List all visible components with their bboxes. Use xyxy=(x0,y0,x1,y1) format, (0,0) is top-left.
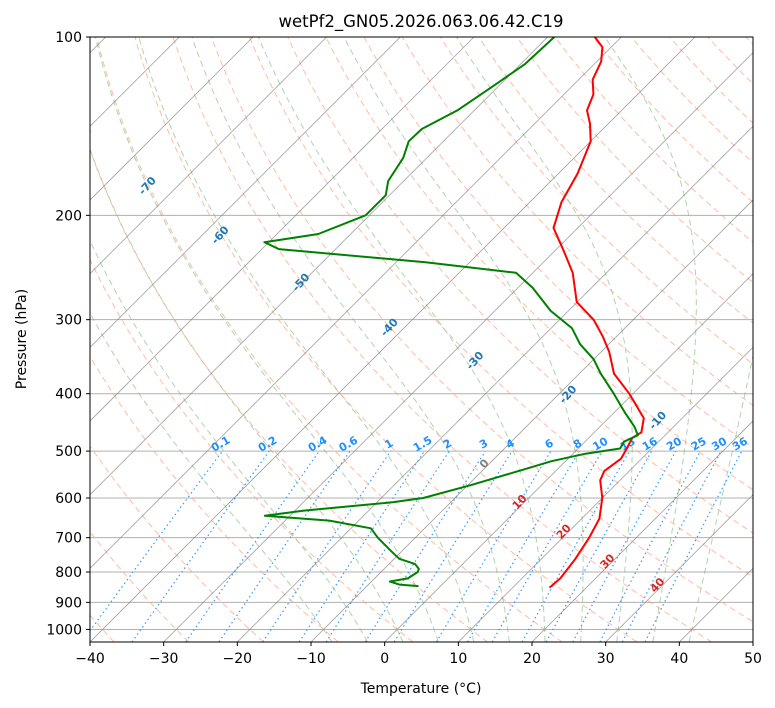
x-tick-label: 40 xyxy=(670,651,688,667)
mixing-ratio-line xyxy=(599,450,702,642)
y-tick-label: 1000 xyxy=(46,622,82,638)
moist-adiabat-line xyxy=(94,37,439,642)
dry-adiabat-line xyxy=(210,37,753,623)
isotherm-line xyxy=(90,37,475,422)
moist-adiabat-line xyxy=(257,37,546,642)
isotherm-line xyxy=(90,37,327,275)
profile-series xyxy=(263,37,645,589)
mixing-ratio-lines xyxy=(90,450,743,642)
isotherm-line xyxy=(458,346,753,642)
moist-adiabat-line xyxy=(90,147,404,642)
dry-adiabat-line xyxy=(516,37,753,284)
y-tick-label: 900 xyxy=(55,595,82,611)
dry-adiabat-line xyxy=(90,355,339,642)
isotherm-line xyxy=(605,494,753,642)
dry-adiabat-line xyxy=(134,37,638,642)
isotherm-line xyxy=(90,37,548,496)
dry-adiabat-line xyxy=(90,258,414,642)
moist-adiabat-line xyxy=(455,37,633,642)
y-tick-label: 100 xyxy=(55,30,82,46)
temperature-profile xyxy=(548,37,645,589)
mixing-ratio-line xyxy=(466,450,580,642)
plot-frame xyxy=(89,36,754,643)
moist-adiabat-line xyxy=(90,239,369,642)
x-axis-ticks: −40 −30 −20 −10 0 10 20 30 40 50 xyxy=(75,642,762,667)
x-tick-label: −30 xyxy=(149,651,179,667)
x-tick-label: −40 xyxy=(75,651,105,667)
mixing-ratio-line xyxy=(298,450,425,642)
dry-adiabat-line xyxy=(90,445,264,642)
x-tick-label: 0 xyxy=(380,651,389,667)
moist-adiabat-line xyxy=(343,37,584,642)
isotherm-line xyxy=(531,420,753,642)
isotherm-line xyxy=(90,37,696,642)
mixing-ratio-line xyxy=(364,450,486,642)
isotherm-line xyxy=(90,37,254,201)
y-axis-ticks: 100 200 300 400 500 600 700 800 900 1000 xyxy=(46,30,90,638)
mixing-ratio-line xyxy=(262,450,392,642)
chart-title: wetPf2_GN05.2026.063.06.42.C19 xyxy=(279,12,564,32)
x-tick-label: 30 xyxy=(597,651,615,667)
dry-adiabat-line xyxy=(249,37,753,578)
moist-adiabat-line xyxy=(138,37,475,642)
dry-adiabat-line xyxy=(172,37,712,642)
y-tick-label: 500 xyxy=(55,444,82,460)
mixing-ratio-line xyxy=(325,450,450,642)
y-tick-label: 700 xyxy=(55,531,82,547)
isotherm-line xyxy=(310,199,753,642)
moist-adiabat-line xyxy=(688,353,753,642)
isotherm-line xyxy=(237,125,753,642)
dry-adiabat-line xyxy=(287,37,753,534)
y-tick-label: 800 xyxy=(55,565,82,581)
y-tick-label: 300 xyxy=(55,313,82,329)
dry-adiabats xyxy=(90,37,753,642)
moist-adiabats xyxy=(90,37,753,642)
x-tick-label: 50 xyxy=(744,651,762,667)
isotherm-line xyxy=(384,273,753,642)
y-tick-label: 600 xyxy=(55,491,82,507)
x-axis-label: Temperature (°C) xyxy=(360,681,482,697)
x-tick-label: −20 xyxy=(223,651,253,667)
moist-adiabat-line xyxy=(604,37,697,642)
dry-adiabat-line xyxy=(325,37,753,491)
x-tick-label: −10 xyxy=(296,651,326,667)
moist-adiabat-line xyxy=(90,311,333,642)
x-tick-label: 10 xyxy=(449,651,467,667)
dry-adiabat-line xyxy=(96,37,563,642)
y-tick-label: 400 xyxy=(55,387,82,403)
moist-adiabat-line xyxy=(191,37,510,642)
mixing-ratio-line xyxy=(218,450,351,642)
y-tick-label: 200 xyxy=(55,208,82,224)
mixing-ratio-line xyxy=(185,450,320,642)
isotherm-line xyxy=(90,37,401,348)
isotherm-line xyxy=(163,52,753,642)
mixing-ratio-line xyxy=(435,450,552,642)
isotherm-line xyxy=(90,37,622,569)
mixing-ratio-line xyxy=(572,450,677,642)
dewpoint-profile xyxy=(263,37,639,588)
x-tick-label: 20 xyxy=(523,651,541,667)
y-axis-label: Pressure (hPa) xyxy=(14,289,30,389)
isotherm-grid xyxy=(90,37,753,642)
